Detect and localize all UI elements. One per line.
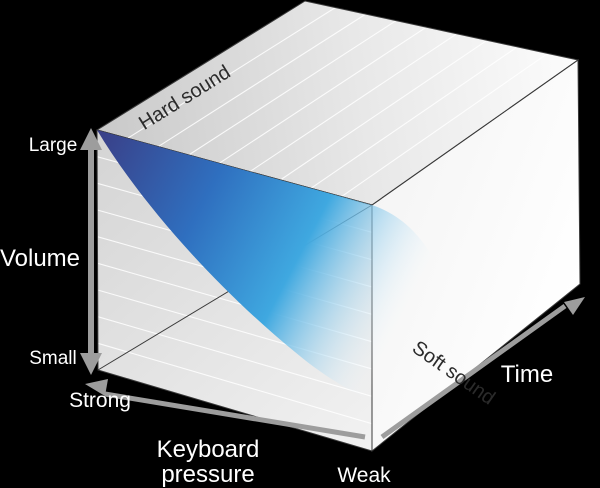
svg-text:pressure: pressure [161,461,254,488]
svg-text:Weak: Weak [337,464,391,487]
svg-text:Small: Small [29,348,77,369]
svg-text:Volume: Volume [0,245,80,272]
svg-text:Large: Large [29,135,78,156]
svg-text:Keyboard: Keyboard [157,436,260,463]
svg-text:Strong: Strong [69,389,131,412]
svg-text:Time: Time [501,361,553,388]
